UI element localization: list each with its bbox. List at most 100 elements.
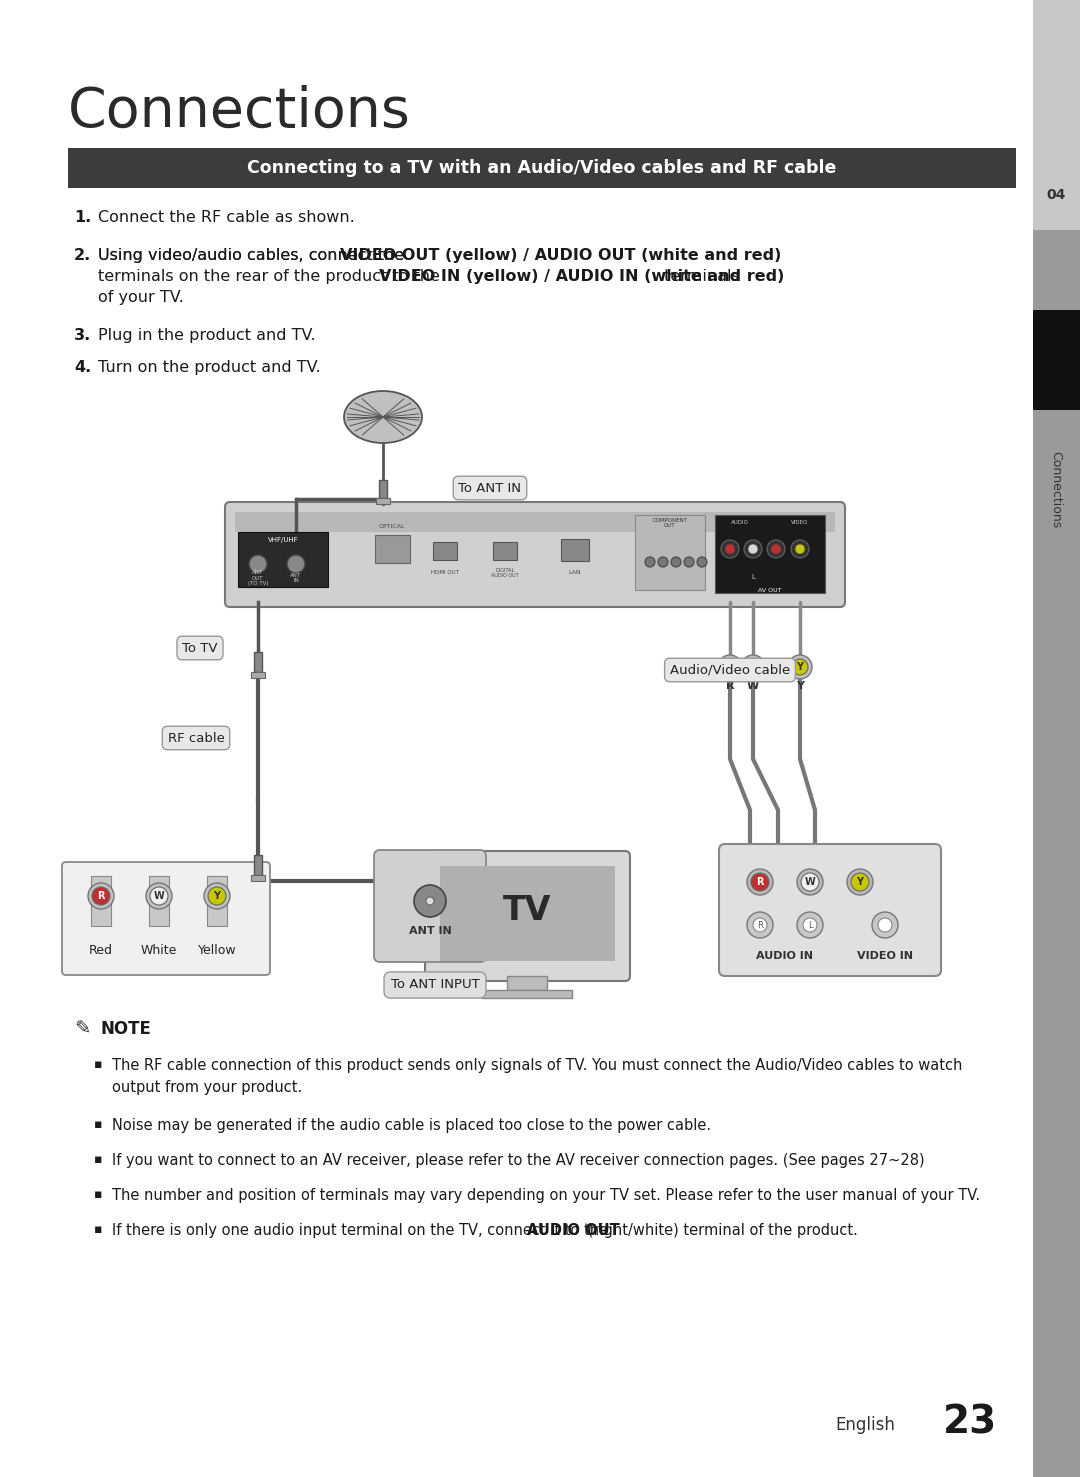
FancyBboxPatch shape — [374, 849, 486, 962]
Text: Y: Y — [214, 891, 220, 901]
Text: Noise may be generated if the audio cable is placed too close to the power cable: Noise may be generated if the audio cabl… — [112, 1118, 711, 1133]
Circle shape — [847, 868, 873, 895]
Bar — [251, 874, 265, 880]
Circle shape — [747, 868, 773, 895]
Circle shape — [249, 555, 267, 573]
Bar — [492, 542, 517, 560]
Text: ▪: ▪ — [94, 1154, 103, 1165]
Text: VIDEO IN: VIDEO IN — [858, 951, 913, 962]
Text: Connections: Connections — [68, 86, 410, 139]
Text: AUDIO OUT: AUDIO OUT — [527, 1223, 620, 1238]
Text: HDMI OUT: HDMI OUT — [431, 570, 459, 576]
Circle shape — [204, 883, 230, 908]
Text: R: R — [757, 920, 762, 929]
Text: The number and position of terminals may vary depending on your TV set. Please r: The number and position of terminals may… — [112, 1188, 981, 1202]
Bar — [207, 876, 227, 926]
Circle shape — [744, 541, 762, 558]
FancyBboxPatch shape — [225, 502, 845, 607]
Text: terminals on the rear of the product to the: terminals on the rear of the product to … — [98, 269, 445, 284]
Circle shape — [92, 888, 110, 905]
Bar — [254, 651, 262, 672]
Text: Using video/audio cables, connect the: Using video/audio cables, connect the — [98, 248, 409, 263]
Text: L: L — [751, 575, 755, 580]
Circle shape — [414, 885, 446, 917]
Text: Yellow: Yellow — [198, 944, 237, 957]
FancyBboxPatch shape — [719, 843, 941, 976]
Circle shape — [872, 911, 897, 938]
Text: ▪: ▪ — [94, 1188, 103, 1201]
Circle shape — [87, 883, 114, 908]
Text: VIDEO IN (yellow) / AUDIO IN (white and red): VIDEO IN (yellow) / AUDIO IN (white and … — [379, 269, 784, 284]
Circle shape — [753, 919, 767, 932]
Circle shape — [150, 888, 168, 905]
Text: ANT
OUT
(TO TV): ANT OUT (TO TV) — [247, 570, 268, 586]
Text: The RF cable connection of this product sends only signals of TV. You must conne: The RF cable connection of this product … — [112, 1058, 962, 1072]
Bar — [91, 876, 111, 926]
Text: ▪: ▪ — [94, 1223, 103, 1236]
Circle shape — [771, 544, 781, 554]
Text: LAN: LAN — [569, 570, 581, 576]
Circle shape — [208, 888, 226, 905]
Bar — [440, 866, 615, 962]
Circle shape — [146, 883, 172, 908]
Circle shape — [797, 911, 823, 938]
FancyBboxPatch shape — [426, 851, 630, 981]
Text: Y: Y — [856, 877, 864, 888]
Text: AV OUT: AV OUT — [758, 588, 782, 592]
Text: NOTE: NOTE — [100, 1021, 151, 1038]
Bar — [1032, 0, 1080, 230]
Circle shape — [287, 555, 305, 573]
Circle shape — [426, 897, 434, 905]
Bar — [1032, 0, 1080, 1477]
Text: W: W — [805, 877, 815, 888]
Circle shape — [747, 911, 773, 938]
Circle shape — [741, 654, 765, 679]
Circle shape — [718, 654, 742, 679]
Circle shape — [801, 873, 819, 891]
Text: R: R — [97, 891, 105, 901]
Bar — [1032, 411, 1080, 1477]
Text: VHF/UHF: VHF/UHF — [268, 538, 298, 544]
Circle shape — [878, 919, 892, 932]
Circle shape — [745, 659, 761, 675]
Text: Connecting to a TV with an Audio/Video cables and RF cable: Connecting to a TV with an Audio/Video c… — [247, 160, 837, 177]
Circle shape — [645, 557, 654, 567]
Text: 04: 04 — [1047, 188, 1066, 202]
Bar — [379, 480, 387, 498]
Circle shape — [851, 873, 869, 891]
Text: DIGITAL
AUDIO OUT: DIGITAL AUDIO OUT — [491, 567, 518, 579]
Circle shape — [797, 868, 823, 895]
Text: Using video/audio cables, connect the ​VIDEO OUT (yellow) / AUDIO OUT (white and: Using video/audio cables, connect the ​V… — [98, 248, 804, 263]
Bar — [715, 515, 825, 592]
Circle shape — [767, 541, 785, 558]
Text: 4.: 4. — [75, 360, 91, 375]
Bar — [68, 148, 1016, 188]
Text: Connect the RF cable as shown.: Connect the RF cable as shown. — [98, 210, 354, 225]
Text: VIDEO OUT (yellow) / AUDIO OUT (white and red): VIDEO OUT (yellow) / AUDIO OUT (white an… — [340, 248, 782, 263]
Text: Plug in the product and TV.: Plug in the product and TV. — [98, 328, 315, 343]
Text: COMPONENT
OUT: COMPONENT OUT — [652, 517, 688, 529]
Bar — [251, 672, 265, 678]
Circle shape — [804, 919, 816, 932]
Text: OPTICAL: OPTICAL — [379, 524, 405, 529]
FancyBboxPatch shape — [62, 863, 270, 975]
Text: If there is only one audio input terminal on the TV, connect it to the: If there is only one audio input termina… — [112, 1223, 612, 1238]
Text: To TV: To TV — [183, 641, 218, 654]
Text: W: W — [747, 662, 758, 672]
Bar — [375, 535, 410, 563]
Bar — [235, 513, 835, 532]
Bar — [482, 990, 572, 998]
Circle shape — [723, 659, 738, 675]
Circle shape — [792, 659, 808, 675]
Text: 3.: 3. — [75, 328, 91, 343]
Text: R: R — [756, 877, 764, 888]
Text: Audio/Video cable: Audio/Video cable — [670, 663, 791, 676]
Text: Y: Y — [797, 662, 804, 672]
Text: 2.: 2. — [75, 248, 91, 263]
Text: To ANT IN: To ANT IN — [459, 482, 522, 495]
Text: Turn on the product and TV.: Turn on the product and TV. — [98, 360, 321, 375]
Text: terminals: terminals — [660, 269, 740, 284]
Text: VIDEO: VIDEO — [792, 520, 809, 526]
Text: R: R — [726, 662, 733, 672]
Bar — [635, 515, 705, 589]
